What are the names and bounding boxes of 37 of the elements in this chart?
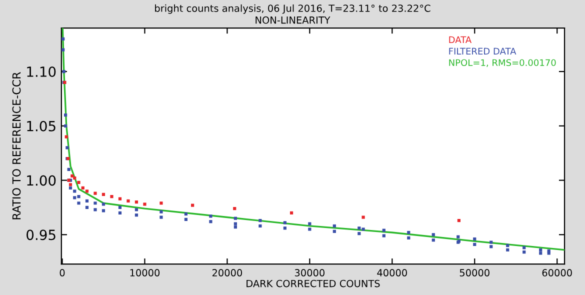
x-tick-label: 60000 (542, 269, 572, 276)
x-tick-label: 10000 (130, 269, 160, 276)
y-tick-label: 1.00 (27, 175, 56, 186)
text: NPOL=1, RMS=0.00170 (449, 59, 556, 67)
text: DATA (449, 36, 472, 44)
chart-subtitle: NON-LINEARITY (256, 16, 330, 24)
y-tick-label: 1.05 (27, 120, 56, 132)
point (126, 199, 130, 202)
point (110, 195, 114, 198)
point (134, 200, 138, 204)
point (94, 192, 97, 195)
x-tick-label: 30000 (294, 269, 324, 276)
x-tick-label: 40000 (377, 269, 407, 276)
x-tick-label: 50000 (460, 269, 490, 276)
point (160, 202, 163, 205)
x-axis-title: DARK CORRECTED COUNTS (246, 280, 380, 288)
point (64, 135, 68, 138)
point (102, 192, 106, 196)
point (81, 186, 84, 190)
y-tick-label: 0.95 (26, 230, 56, 240)
point (191, 204, 194, 207)
point (85, 190, 89, 193)
point (290, 211, 294, 214)
point (118, 197, 122, 200)
point (68, 183, 72, 186)
point (362, 216, 365, 219)
point (73, 176, 76, 180)
chart-title: bright counts analysis, 06 Jul 2016, T=23.11° to 23.22°C (155, 4, 430, 14)
x-tick-label: 20000 (212, 269, 242, 276)
point (77, 180, 80, 184)
x-tick-label: 0 (60, 269, 65, 276)
point (457, 218, 461, 222)
point (233, 207, 236, 210)
y-tick-label: 1.10 (27, 66, 56, 77)
point (143, 202, 146, 206)
y-axis-title: RATIO TO REFERENCE-CCR (12, 72, 21, 220)
text: FILTERED DATA (449, 48, 516, 54)
